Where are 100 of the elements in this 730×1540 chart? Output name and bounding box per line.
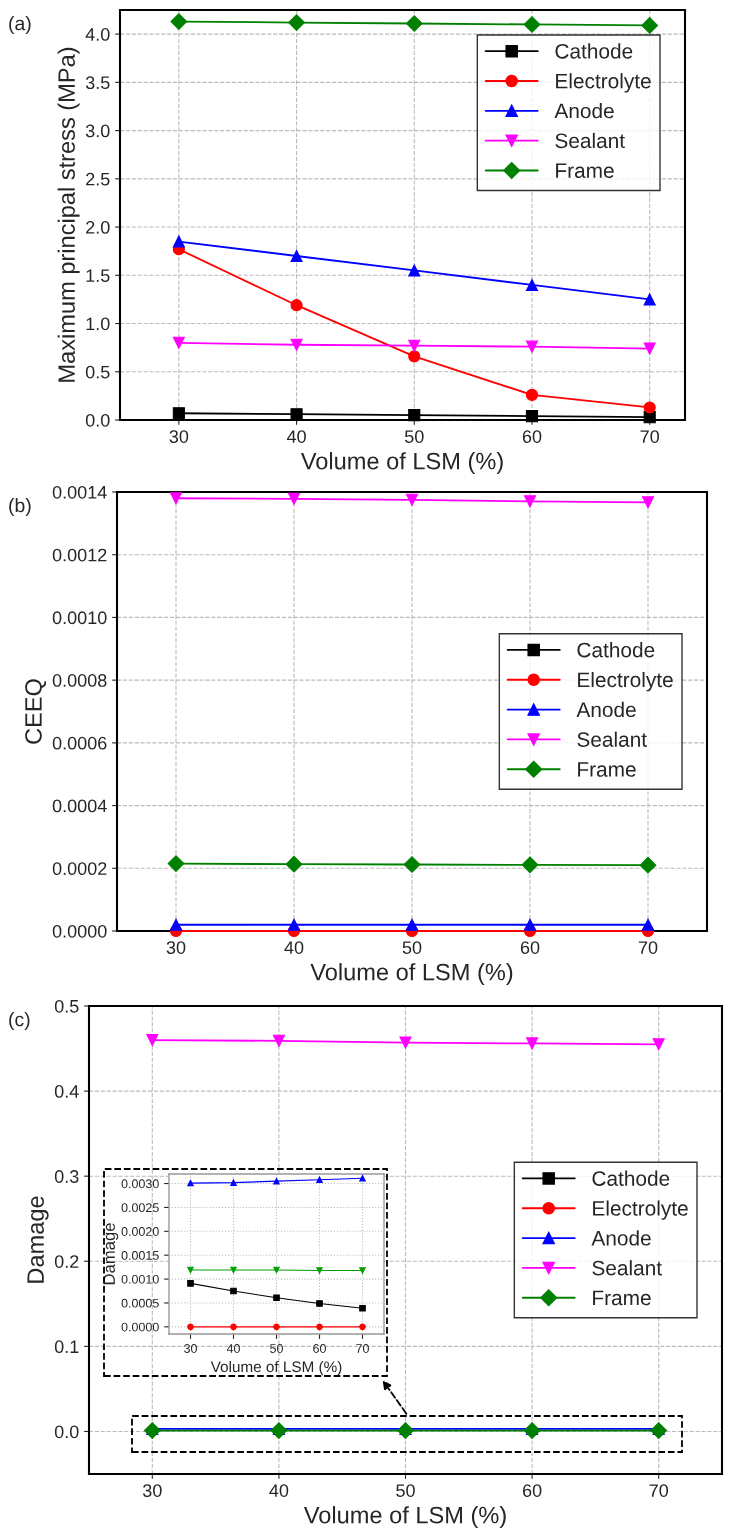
point: [408, 264, 421, 277]
y-tick-label: 0.0020: [121, 1227, 159, 1236]
y-tick-label: 0.0000: [52, 924, 107, 938]
point: [230, 1323, 237, 1331]
point: [405, 918, 419, 931]
x-tick-label: 70: [638, 941, 658, 954]
point: [285, 855, 303, 873]
legend-label: Anode: [554, 103, 614, 119]
y-tick-label: 0.5: [85, 365, 110, 379]
y-tick-label: 3.5: [85, 76, 110, 90]
point: [230, 1266, 237, 1274]
x-tick-label: 30: [166, 941, 186, 954]
point: [143, 1422, 161, 1439]
point: [641, 918, 655, 931]
x-tick-label: 30: [184, 1344, 197, 1353]
y-tick-label: 0.0010: [52, 611, 107, 625]
point: [526, 1037, 539, 1050]
text: (c): [9, 1012, 30, 1031]
x-axis-title: Volume of LSM (%): [210, 1360, 342, 1376]
y-tick-label: 0.1: [54, 1340, 79, 1354]
point: [187, 1280, 194, 1287]
y-tick-label: 0.0004: [52, 799, 107, 813]
y-tick-label: 4.0: [85, 28, 110, 41]
point: [523, 16, 541, 33]
point: [643, 293, 656, 306]
point: [405, 493, 419, 506]
legend-label: Cathode: [577, 642, 655, 658]
point: [187, 1266, 194, 1274]
point: [270, 1422, 288, 1439]
y-axis-title: Maximum principal stress (MPa): [57, 47, 80, 382]
point: [525, 340, 539, 353]
point: [172, 407, 185, 420]
point: [521, 856, 539, 874]
x-tick-label: 60: [522, 1484, 542, 1497]
x-axis-title: Volume of LSM (%): [310, 963, 513, 986]
y-tick-label: 0.0006: [52, 736, 107, 750]
point: [272, 1034, 285, 1047]
x-tick-label: 40: [226, 1344, 240, 1353]
point: [230, 1179, 237, 1186]
legend-label: Cathode: [555, 43, 633, 59]
legend-label: Electrolyte: [578, 671, 673, 692]
point: [172, 336, 185, 349]
y-tick-label: 1.0: [86, 317, 110, 331]
x-tick-label: 70: [640, 430, 660, 443]
point: [187, 1323, 194, 1331]
point: [399, 1036, 412, 1049]
point: [408, 350, 421, 363]
y-axis-title: Damage: [103, 1223, 119, 1285]
text: (a): [9, 16, 31, 35]
point: [359, 1267, 366, 1274]
y-tick-label: 0.0030: [121, 1179, 159, 1189]
text: (b): [9, 498, 31, 517]
y-tick-label: 0.0015: [121, 1250, 159, 1260]
y-tick-label: 0.0010: [121, 1274, 159, 1284]
x-tick-label: 60: [520, 941, 540, 954]
x-axis-title: Volume of LSM (%): [300, 452, 503, 475]
legend-label: Cathode: [592, 1170, 670, 1186]
legend-label: Frame: [556, 163, 614, 178]
y-tick-label: 0.0000: [121, 1322, 159, 1332]
x-tick-label: 60: [522, 430, 542, 443]
y-tick-label: 0.3: [54, 1170, 79, 1183]
point: [316, 1323, 323, 1331]
point: [408, 409, 421, 422]
point: [641, 496, 655, 509]
y-tick-label: 2.5: [86, 172, 110, 186]
point: [408, 339, 421, 352]
point: [652, 1038, 665, 1051]
point: [273, 1323, 280, 1331]
x-tick-label: 50: [402, 941, 422, 954]
point: [316, 1300, 323, 1307]
x-tick-label: 50: [270, 1344, 283, 1353]
point: [230, 1287, 237, 1295]
point: [273, 1294, 280, 1301]
point: [316, 1176, 323, 1184]
point: [523, 495, 537, 508]
point: [639, 856, 657, 874]
legend-label: Sealant: [577, 731, 647, 747]
legend-label: Anode: [576, 701, 636, 718]
y-tick-label: 1.5: [86, 269, 110, 283]
point: [403, 856, 421, 873]
x-tick-label: 50: [404, 430, 424, 443]
x-tick-label: 40: [269, 1484, 289, 1497]
point: [290, 299, 303, 312]
legend-label: Frame: [578, 762, 636, 777]
point: [405, 15, 423, 32]
point: [170, 13, 188, 30]
point: [273, 1177, 280, 1185]
point: [525, 388, 539, 401]
x-tick-label: 50: [396, 1484, 415, 1497]
point: [290, 249, 303, 263]
point: [359, 1304, 366, 1312]
legend-label: Sealant: [592, 1260, 662, 1276]
point: [525, 278, 539, 292]
point: [359, 1175, 366, 1182]
point: [288, 14, 305, 31]
point: [167, 855, 185, 872]
point: [169, 492, 183, 505]
y-tick-label: 0.0012: [52, 548, 107, 562]
point: [643, 342, 656, 355]
point: [273, 1266, 280, 1274]
